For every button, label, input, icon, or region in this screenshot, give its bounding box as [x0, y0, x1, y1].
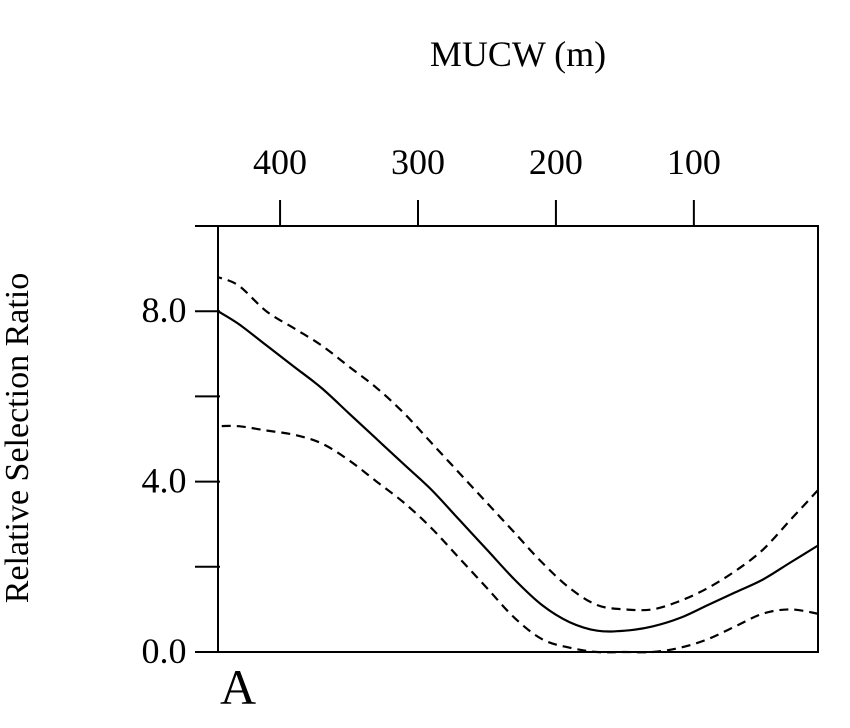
panel-label: A	[220, 659, 256, 715]
axis-layer: 0.0 4.0 8.0 100 200 300 400	[142, 142, 721, 671]
x-tick-label: 100	[667, 142, 721, 182]
confidence-band-line-1	[217, 276, 819, 612]
x-tick-label: 300	[391, 142, 445, 182]
confidence-band-line-2	[217, 424, 819, 654]
y-tick-label: 4.0	[142, 461, 187, 501]
plot-frame	[217, 225, 819, 653]
series-layer	[217, 276, 819, 654]
y-axis-title: Relative Selection Ratio	[0, 273, 36, 603]
y-tick-label: 8.0	[142, 290, 187, 330]
y-tick-label: 0.0	[142, 631, 187, 671]
x-axis-title: MUCW (m)	[430, 34, 606, 74]
rotated-figure: 0.0 4.0 8.0 100 200 300 400 MUCW (m) Relative …	[0, 34, 819, 715]
fitted-line-0	[217, 310, 819, 633]
x-tick-label: 200	[529, 142, 583, 182]
x-tick-label: 400	[253, 142, 307, 182]
